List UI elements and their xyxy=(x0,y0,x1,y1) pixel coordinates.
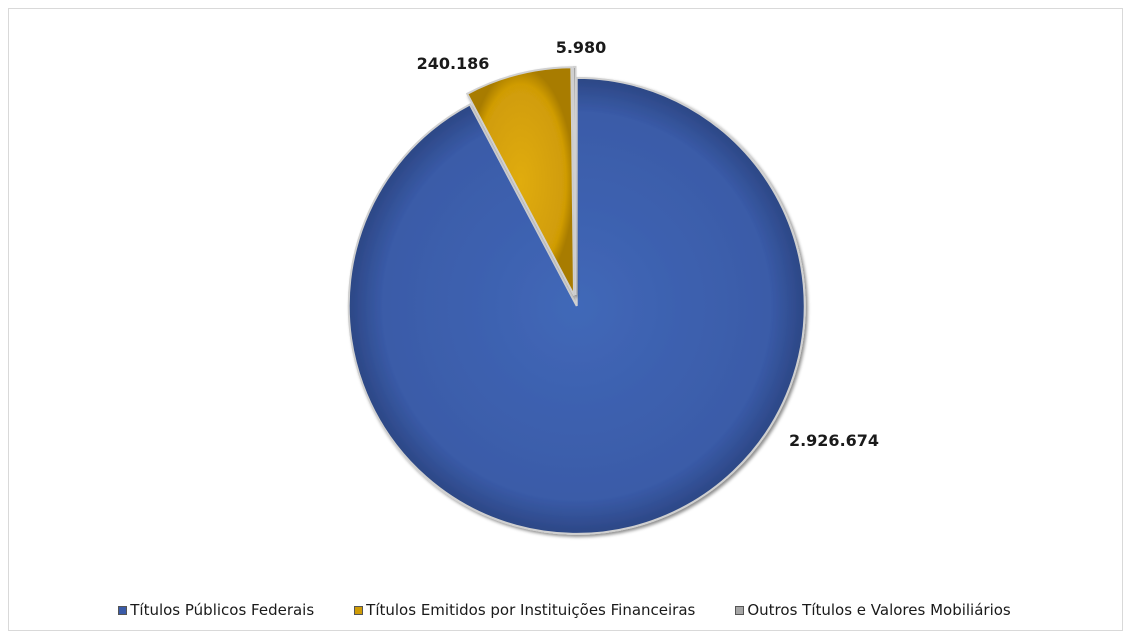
legend-label-titulos-emitidos-instituicoes: Títulos Emitidos por Instituições Financ… xyxy=(366,601,696,619)
legend-swatch-titulos-publicos-federais xyxy=(118,605,128,615)
pie-slice-outros-titulos xyxy=(572,66,577,296)
data-label-titulos-emitidos-instituicoes: 240.186 xyxy=(417,54,490,73)
legend-swatch-titulos-emitidos-instituicoes xyxy=(354,605,364,615)
legend-label-titulos-publicos-federais: Títulos Públicos Federais xyxy=(130,601,315,619)
legend-entry-titulos-emitidos-instituicoes: Títulos Emitidos por Instituições Financ… xyxy=(354,601,695,619)
legend: Títulos Públicos Federais Títulos Emitido… xyxy=(0,598,1129,622)
pie-slice-titulos-emitidos-instituicoes xyxy=(465,66,576,296)
data-label-outros-titulos: 5.980 xyxy=(556,38,607,57)
legend-entry-titulos-publicos-federais: Títulos Públicos Federais xyxy=(118,601,314,619)
data-label-titulos-publicos-federais: 2.926.674 xyxy=(789,431,879,450)
legend-swatch-outros-titulos xyxy=(735,605,745,615)
pie-slice-titulos-publicos-federais xyxy=(347,76,806,535)
legend-entry-outros-titulos: Outros Títulos e Valores Mobiliários xyxy=(735,601,1011,619)
legend-label-outros-titulos: Outros Títulos e Valores Mobiliários xyxy=(747,601,1011,619)
